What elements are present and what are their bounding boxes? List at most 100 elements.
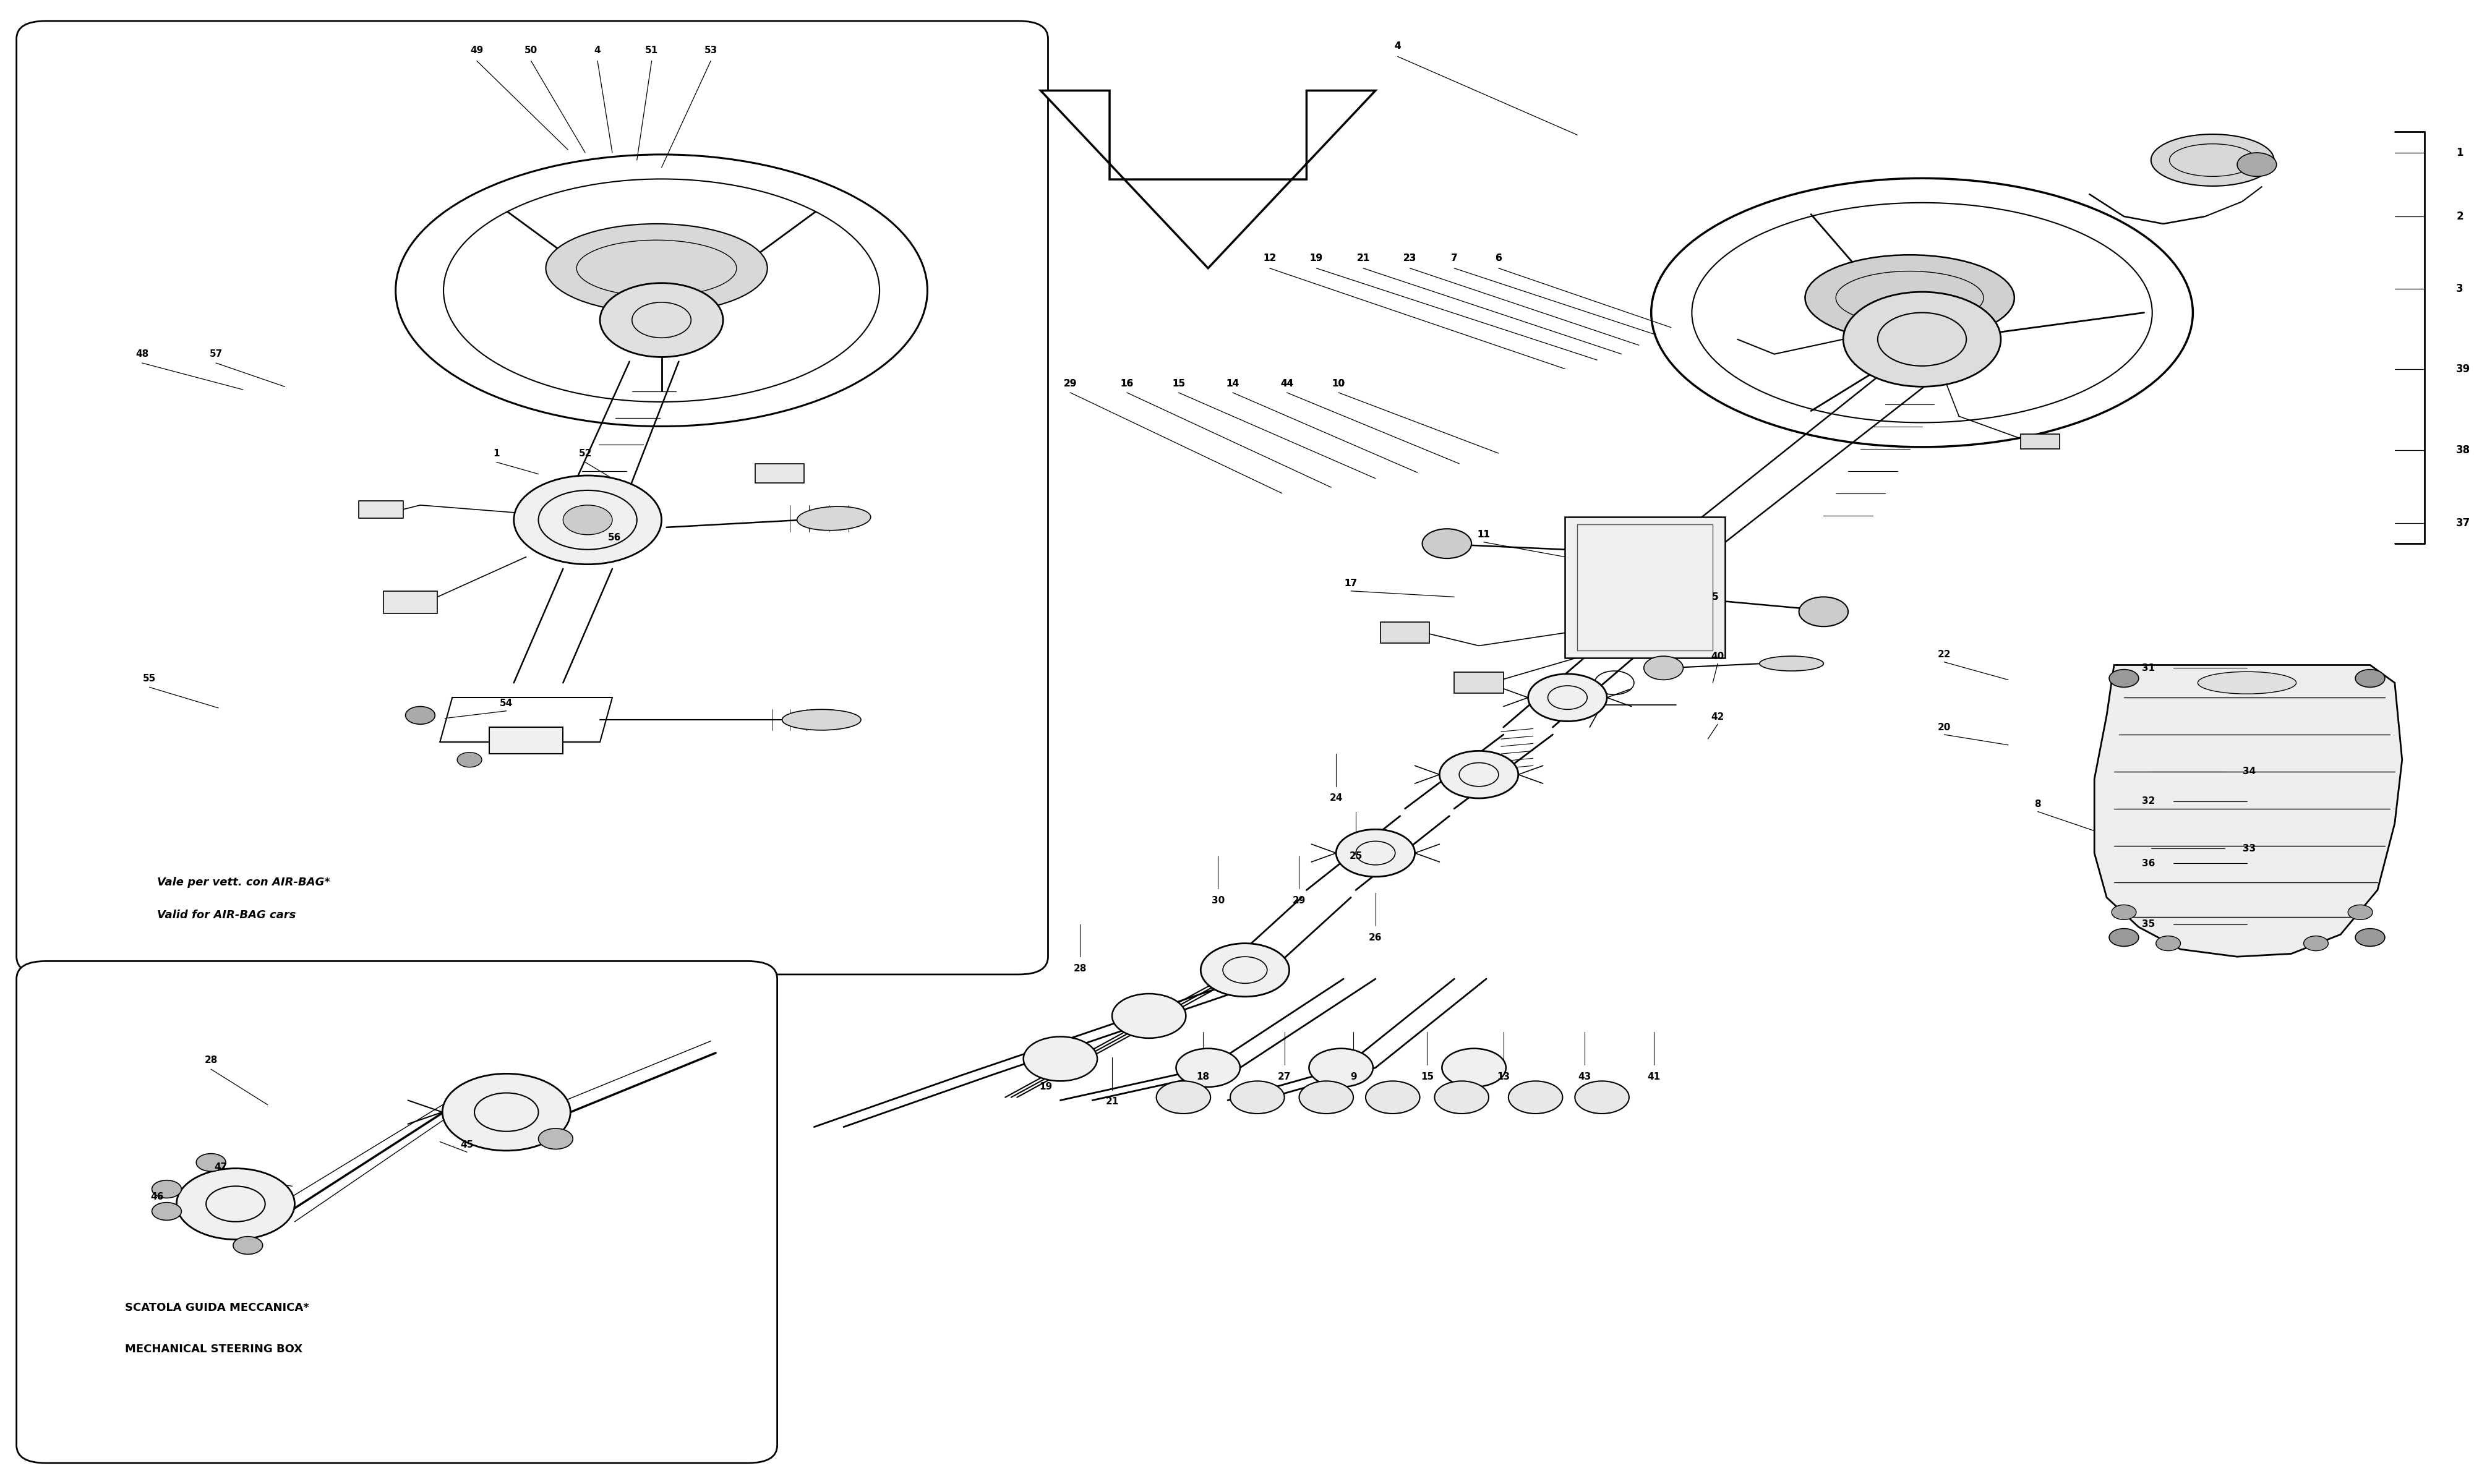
Ellipse shape: [1759, 656, 1823, 671]
Circle shape: [2113, 905, 2135, 920]
Bar: [2021, 433, 2061, 448]
Bar: [1578, 524, 1712, 650]
Text: 42: 42: [1712, 712, 1724, 721]
Text: 7: 7: [1450, 254, 1457, 263]
Text: 12: 12: [1264, 254, 1277, 263]
Circle shape: [2155, 936, 2180, 951]
Text: 21: 21: [1356, 254, 1371, 263]
Text: 12: 12: [1264, 254, 1277, 263]
Text: 35: 35: [2142, 920, 2155, 929]
Text: 44: 44: [1279, 378, 1294, 389]
Text: 15: 15: [1420, 1071, 1435, 1082]
Text: 8: 8: [2034, 800, 2041, 809]
Text: 41: 41: [1648, 1071, 1660, 1082]
Text: 4: 4: [594, 46, 601, 55]
Text: 57: 57: [210, 349, 223, 359]
Bar: [1566, 516, 1724, 657]
Ellipse shape: [797, 506, 871, 530]
Text: 37: 37: [2457, 518, 2472, 528]
Text: 20: 20: [1937, 723, 1952, 732]
Text: Valid for AIR-BAG cars: Valid for AIR-BAG cars: [156, 910, 294, 920]
Circle shape: [1576, 1080, 1628, 1113]
Circle shape: [1442, 1049, 1507, 1086]
Circle shape: [2355, 929, 2385, 947]
Circle shape: [1024, 1037, 1098, 1080]
Text: 39: 39: [2457, 364, 2472, 374]
Circle shape: [515, 475, 661, 564]
Circle shape: [2110, 669, 2138, 687]
Text: 16: 16: [1121, 378, 1133, 389]
Text: 34: 34: [2244, 767, 2256, 776]
FancyBboxPatch shape: [17, 21, 1049, 975]
Text: 54: 54: [500, 699, 512, 708]
Circle shape: [2236, 153, 2276, 177]
Text: 14: 14: [1227, 378, 1239, 389]
Text: 19: 19: [1039, 1082, 1051, 1092]
Circle shape: [1111, 994, 1185, 1039]
Text: MECHANICAL STEERING BOX: MECHANICAL STEERING BOX: [124, 1343, 302, 1355]
Text: 55: 55: [143, 674, 156, 683]
Text: 45: 45: [460, 1140, 473, 1149]
Text: 48: 48: [136, 349, 148, 359]
Bar: [383, 591, 438, 613]
Text: 17: 17: [1343, 579, 1358, 588]
Circle shape: [1200, 944, 1289, 997]
Text: 7: 7: [1450, 254, 1457, 263]
Circle shape: [176, 1168, 294, 1239]
Text: 14: 14: [1227, 378, 1239, 389]
Text: 28: 28: [205, 1055, 218, 1066]
Circle shape: [1309, 1049, 1373, 1086]
Text: 32: 32: [2142, 797, 2155, 806]
Circle shape: [1175, 1049, 1239, 1086]
Circle shape: [1799, 597, 1848, 626]
Text: 27: 27: [1277, 1071, 1291, 1082]
Circle shape: [2348, 905, 2373, 920]
Text: 49: 49: [470, 46, 482, 55]
Text: 24: 24: [1329, 794, 1343, 803]
Text: 19: 19: [1309, 254, 1324, 263]
Text: 5: 5: [1712, 592, 1719, 601]
Text: 51: 51: [646, 46, 658, 55]
Ellipse shape: [2197, 672, 2296, 695]
Circle shape: [601, 283, 722, 358]
Bar: [490, 727, 564, 754]
Text: 28: 28: [1074, 965, 1086, 974]
Text: SCATOLA GUIDA MECCANICA*: SCATOLA GUIDA MECCANICA*: [124, 1301, 309, 1313]
Text: 10: 10: [1331, 378, 1346, 389]
Ellipse shape: [547, 224, 767, 313]
Text: 3: 3: [2457, 283, 2464, 294]
Ellipse shape: [2150, 134, 2274, 186]
Circle shape: [1423, 528, 1472, 558]
Circle shape: [1843, 292, 2001, 387]
Text: 29: 29: [1064, 378, 1076, 389]
Text: 17: 17: [1343, 579, 1358, 588]
Circle shape: [1435, 1080, 1489, 1113]
Circle shape: [539, 1128, 574, 1149]
Circle shape: [1299, 1080, 1353, 1113]
Circle shape: [2355, 669, 2385, 687]
Circle shape: [1868, 307, 1977, 372]
Bar: [1455, 672, 1504, 693]
Text: 47: 47: [215, 1162, 228, 1171]
Text: 13: 13: [1497, 1071, 1509, 1082]
Text: 36: 36: [2142, 859, 2155, 868]
Polygon shape: [2095, 665, 2402, 957]
Ellipse shape: [782, 709, 861, 730]
Text: 9: 9: [1351, 1071, 1356, 1082]
Text: Vale per vett. con AIR-BAG*: Vale per vett. con AIR-BAG*: [156, 877, 329, 889]
Text: 4: 4: [1395, 42, 1400, 50]
Circle shape: [195, 1153, 225, 1171]
Text: 2: 2: [2457, 211, 2464, 223]
Circle shape: [2110, 929, 2138, 947]
Text: 11: 11: [1477, 530, 1489, 539]
Text: 4: 4: [1395, 42, 1400, 50]
Text: 56: 56: [609, 533, 621, 542]
Text: 15: 15: [1173, 378, 1185, 389]
Bar: [359, 500, 403, 518]
Text: 6: 6: [1494, 254, 1502, 263]
Text: 40: 40: [1712, 651, 1724, 660]
Circle shape: [2303, 936, 2328, 951]
Circle shape: [1230, 1080, 1284, 1113]
Circle shape: [564, 505, 611, 534]
Text: 46: 46: [151, 1192, 163, 1201]
